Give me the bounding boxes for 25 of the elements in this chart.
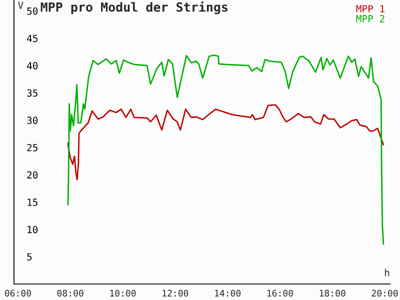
x-tick-label: 12:00: [162, 290, 188, 297]
y-tick-label: 50: [27, 7, 38, 15]
line-series: [67, 104, 384, 180]
y-tick-label: 30: [27, 116, 38, 124]
y-tick-label: 10: [28, 226, 38, 234]
x-tick-label: 18:00: [320, 290, 346, 297]
x-tick-label: 06:00: [4, 290, 31, 297]
x-tick-label: 08:00: [57, 290, 84, 297]
x-tick-label: 20:00: [372, 290, 398, 297]
x-tick-label: 10:00: [110, 290, 136, 297]
y-tick-label: 15: [28, 198, 38, 206]
x-axis-title: h: [385, 268, 390, 276]
y-tick-label: 45: [26, 34, 38, 42]
x-tick-label: 16:00: [267, 290, 293, 297]
y-tick-label: 35: [27, 89, 38, 97]
x-tick-label: 14:00: [215, 290, 241, 297]
text: MPP 2: [356, 15, 384, 22]
text: MPP 1: [356, 5, 384, 12]
y-tick-label: 5: [27, 253, 32, 261]
y-tick-label: 40: [26, 62, 38, 70]
line-series: [67, 54, 384, 245]
y-tick-label: 25: [27, 144, 38, 152]
chart-title: MPP pro Modul der Strings: [40, 1, 228, 14]
y-tick-label: 20: [27, 171, 38, 179]
y-axis-title: V: [18, 2, 24, 9]
